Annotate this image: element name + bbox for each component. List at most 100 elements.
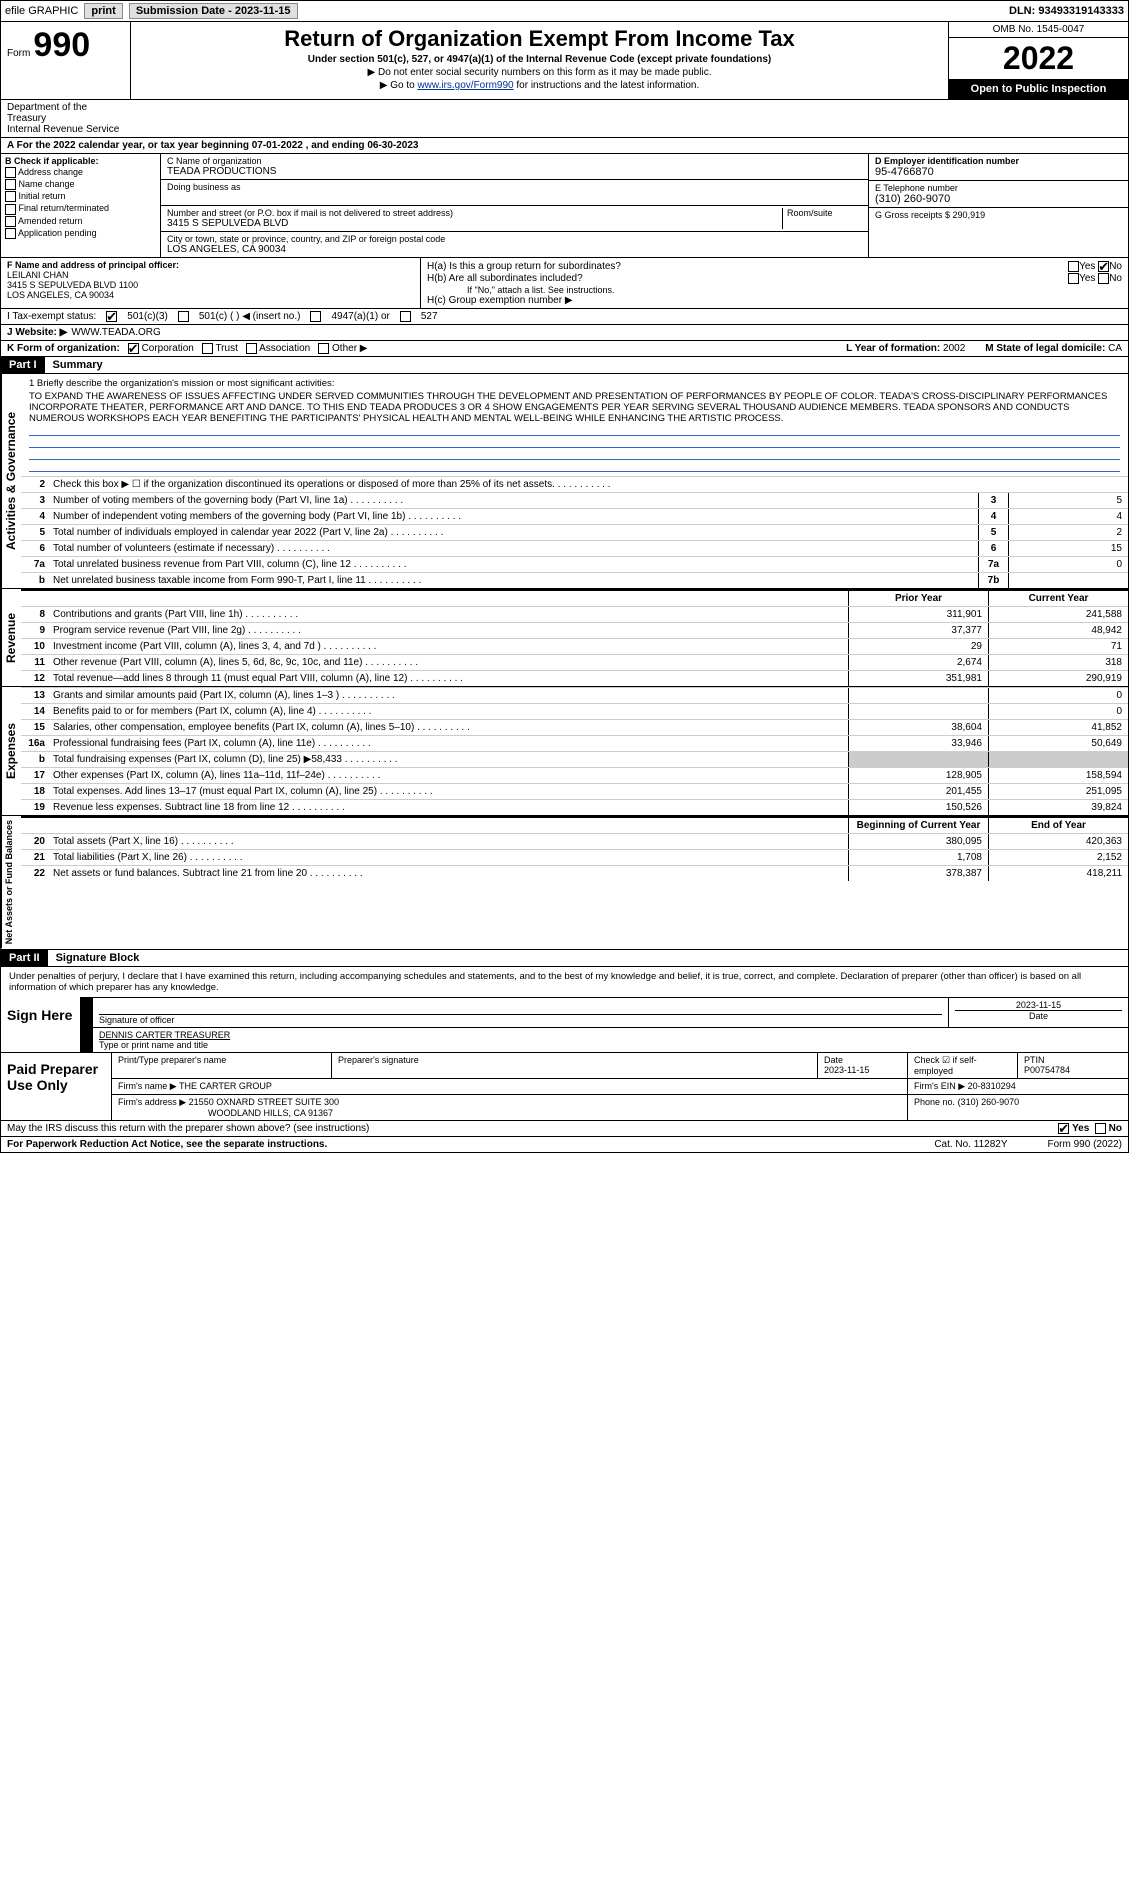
begin-year-header: Beginning of Current Year [848,818,988,833]
dba-label: Doing business as [167,182,862,192]
end-year-header: End of Year [988,818,1128,833]
fin-row: 14Benefits paid to or for members (Part … [21,703,1128,719]
room-label: Room/suite [787,208,862,218]
chk-trust[interactable] [202,343,213,354]
vert-governance: Activities & Governance [1,374,21,588]
fin-row: 9Program service revenue (Part VIII, lin… [21,622,1128,638]
chk-527[interactable] [400,311,411,322]
row-i: I Tax-exempt status: 501(c)(3) 501(c) ( … [0,309,1129,325]
street-address: 3415 S SEPULVEDA BLVD [167,218,782,229]
chk-final-return[interactable]: Final return/terminated [5,203,156,214]
form-prefix: Form [7,48,30,59]
firm-name-label: Firm's name ▶ [118,1081,177,1091]
hb-no[interactable] [1098,273,1109,284]
discuss-yes[interactable] [1058,1123,1069,1134]
section-a: A For the 2022 calendar year, or tax yea… [0,138,1129,154]
part2-header-row: Part II Signature Block [0,950,1129,967]
dln-label: DLN: 93493319143333 [1009,5,1124,17]
telephone: (310) 260-9070 [875,193,1122,205]
fin-row: 16aProfessional fundraising fees (Part I… [21,735,1128,751]
chk-501c3[interactable] [106,311,117,322]
discuss-no[interactable] [1095,1123,1106,1134]
officer-addr1: 3415 S SEPULVEDA BLVD 1100 [7,280,414,290]
chk-initial-return[interactable]: Initial return [5,191,156,202]
main-title: Return of Organization Exempt From Incom… [139,26,940,52]
info-grid: B Check if applicable: Address change Na… [0,154,1129,258]
gov-row: bNet unrelated business taxable income f… [21,572,1128,588]
officer-name: LEILANI CHAN [7,270,414,280]
city-state-zip: LOS ANGELES, CA 90034 [167,244,862,255]
sig-intro: Under penalties of perjury, I declare th… [1,967,1128,997]
prep-date: 2023-11-15 [824,1065,901,1075]
sig-arrow-icon-2 [81,1028,93,1052]
ptin-label: PTIN [1024,1055,1122,1065]
fin-row: 12Total revenue—add lines 8 through 11 (… [21,670,1128,686]
chk-application-pending[interactable]: Application pending [5,228,156,239]
chk-address-change[interactable]: Address change [5,167,156,178]
firm-addr-label: Firm's address ▶ [118,1097,186,1107]
topbar: efile GRAPHIC print Submission Date - 20… [0,0,1129,22]
ein-value: 95-4766870 [875,166,1122,178]
fin-row: 21Total liabilities (Part X, line 26)1,7… [21,849,1128,865]
governance-section: Activities & Governance 1 Briefly descri… [0,374,1129,589]
chk-name-change[interactable]: Name change [5,179,156,190]
ha-yes[interactable] [1068,261,1079,272]
hb-note: If "No," attach a list. See instructions… [467,285,1122,295]
addr-label: Number and street (or P.O. box if mail i… [167,208,782,218]
dept-treasury: Department of the Treasury [7,102,125,124]
chk-assoc[interactable] [246,343,257,354]
chk-amended-return[interactable]: Amended return [5,216,156,227]
gross-receipts: 290,919 [953,210,986,220]
chk-other[interactable] [318,343,329,354]
gov-row: 5Total number of individuals employed in… [21,524,1128,540]
fin-row: bTotal fundraising expenses (Part IX, co… [21,751,1128,767]
ein-label: D Employer identification number [875,156,1122,166]
current-year-header: Current Year [988,591,1128,606]
hb-yes[interactable] [1068,273,1079,284]
city-label: City or town, state or province, country… [167,234,862,244]
firm-name: THE CARTER GROUP [179,1081,272,1091]
box-d: D Employer identification number 95-4766… [868,154,1128,257]
print-button[interactable]: print [84,3,122,19]
firm-ein: 20-8310294 [968,1081,1016,1091]
gov-row: 7aTotal unrelated business revenue from … [21,556,1128,572]
fin-row: 22Net assets or fund balances. Subtract … [21,865,1128,881]
firm-ein-label: Firm's EIN ▶ [914,1081,965,1091]
prep-name-label: Print/Type preparer's name [112,1053,332,1078]
part1-title: Summary [45,357,111,373]
part1-badge: Part I [1,357,45,373]
tax-exempt-label: I Tax-exempt status: [7,311,96,322]
cat-number: Cat. No. 11282Y [934,1139,1007,1150]
irs-label: Internal Revenue Service [7,124,125,135]
dept-row: Department of the Treasury Internal Reve… [0,100,1129,138]
prior-year-header: Prior Year [848,591,988,606]
paid-preparer-label: Paid Preparer Use Only [1,1053,111,1120]
chk-4947[interactable] [310,311,321,322]
irs-link[interactable]: www.irs.gov/Form990 [417,80,513,91]
sig-officer-label: Signature of officer [99,1014,942,1025]
officer-addr2: LOS ANGELES, CA 90034 [7,290,414,300]
mission-intro: 1 Briefly describe the organization's mi… [29,378,1120,389]
ha-no[interactable] [1098,261,1109,272]
website-label: J Website: ▶ [7,327,67,338]
efile-label: efile GRAPHIC [5,5,78,17]
chk-corp[interactable] [128,343,139,354]
revenue-section: Revenue Prior Year Current Year 8Contrib… [0,589,1129,687]
self-employed-check[interactable]: Check ☑ if self-employed [908,1053,1018,1078]
submission-date-button[interactable]: Submission Date - 2023-11-15 [129,3,298,19]
mission-text: TO EXPAND THE AWARENESS OF ISSUES AFFECT… [29,391,1120,424]
ha-label: H(a) Is this a group return for subordin… [427,261,621,272]
form-number: 990 [33,26,90,64]
fin-row: 18Total expenses. Add lines 13–17 (must … [21,783,1128,799]
firm-phone-label: Phone no. [914,1097,955,1107]
prep-date-label: Date [824,1055,901,1065]
tax-year: 2022 [949,38,1128,79]
fin-row: 17Other expenses (Part IX, column (A), l… [21,767,1128,783]
part2-title: Signature Block [48,950,148,966]
fin-row: 19Revenue less expenses. Subtract line 1… [21,799,1128,815]
prep-sig-label: Preparer's signature [332,1053,818,1078]
chk-501c[interactable] [178,311,189,322]
fin-row: 15Salaries, other compensation, employee… [21,719,1128,735]
form-footer: Form 990 (2022) [1048,1139,1122,1150]
officer-printed-name: DENNIS CARTER TREASURER [99,1030,1122,1040]
